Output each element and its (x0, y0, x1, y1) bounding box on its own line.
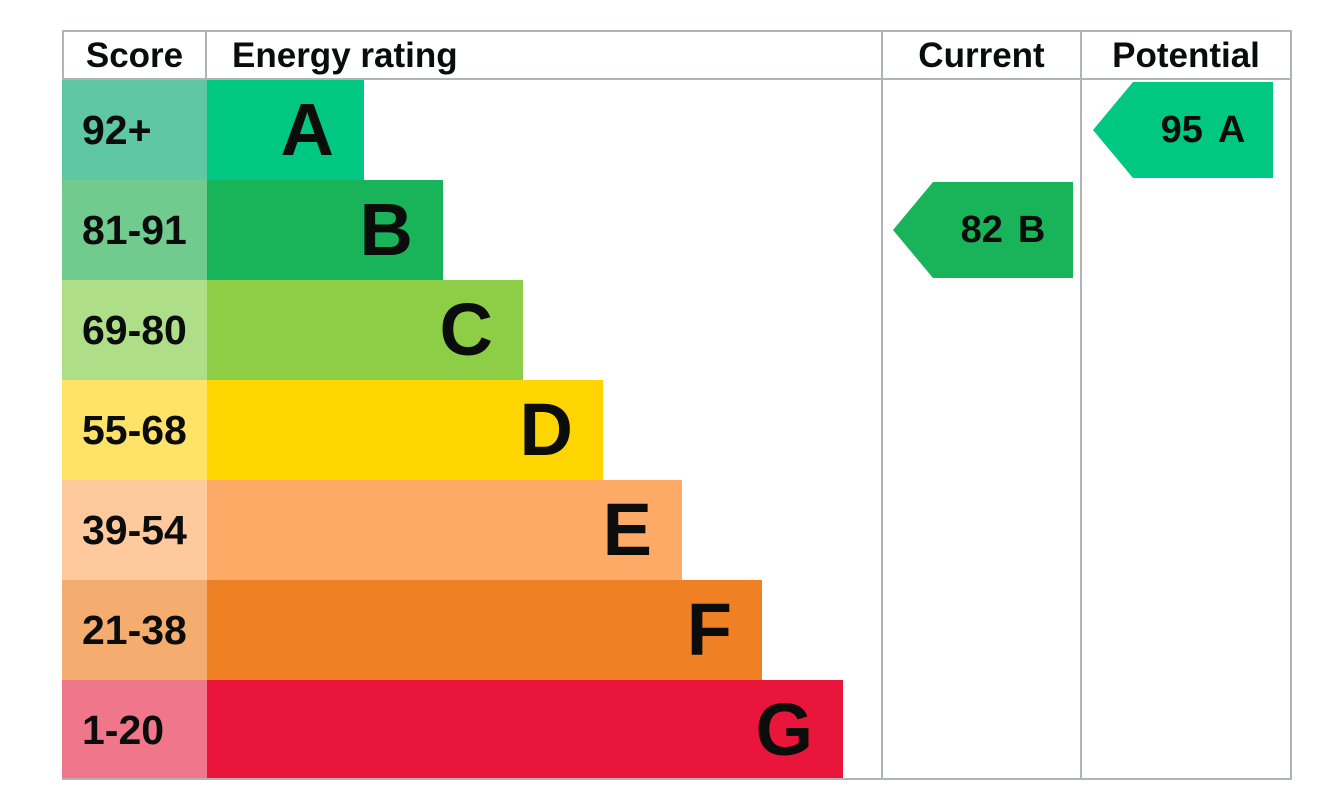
rating-letter: G (755, 688, 813, 771)
rating-bar: G (207, 680, 843, 780)
current-column-left-rule (881, 80, 883, 780)
energy-band-rows: 92+ A 81-91 B 69-80 C 55-68 D 39-54 (62, 80, 1292, 780)
rating-bar: E (207, 480, 682, 580)
score-cell: 92+ (62, 80, 207, 180)
rating-bar: B (207, 180, 443, 280)
rating-bar: C (207, 280, 523, 380)
rating-letter: D (519, 388, 573, 471)
header-current: Current (883, 30, 1082, 80)
rating-letter: F (686, 588, 732, 671)
rating-letter: A (280, 88, 334, 171)
potential-rating-value: 95 (1160, 109, 1203, 151)
current-rating-band: B (1017, 209, 1046, 251)
energy-band-row: 92+ A (62, 80, 1292, 180)
table-right-rule (1290, 80, 1292, 780)
rating-bar: F (207, 580, 762, 680)
energy-band-row: 69-80 C (62, 280, 1292, 380)
score-cell: 55-68 (62, 380, 207, 480)
rating-bar: A (207, 80, 364, 180)
current-rating-value: 82 (960, 209, 1003, 251)
energy-band-row: 21-38 F (62, 580, 1292, 680)
energy-band-row: 1-20 G (62, 680, 1292, 780)
energy-band-row: 81-91 B (62, 180, 1292, 280)
table-bottom-rule (62, 778, 1292, 780)
score-cell: 21-38 (62, 580, 207, 680)
score-cell: 69-80 (62, 280, 207, 380)
header-score: Score (62, 30, 207, 80)
rating-letter: B (359, 188, 413, 271)
header-energy-rating: Energy rating (207, 30, 883, 80)
score-cell: 1-20 (62, 680, 207, 780)
score-cell: 39-54 (62, 480, 207, 580)
potential-column-left-rule (1080, 80, 1082, 780)
current-rating-arrow: 82 B (893, 182, 1073, 278)
rating-letter: C (439, 288, 493, 371)
rating-bar: D (207, 380, 603, 480)
energy-band-row: 39-54 E (62, 480, 1292, 580)
score-cell: 81-91 (62, 180, 207, 280)
header-potential: Potential (1082, 30, 1292, 80)
rating-letter: E (602, 488, 652, 571)
potential-rating-band: A (1217, 109, 1246, 151)
energy-band-row: 55-68 D (62, 380, 1292, 480)
chart-header-row: Score Energy rating Current Potential (62, 30, 1292, 80)
potential-rating-arrow: 95 A (1093, 82, 1273, 178)
